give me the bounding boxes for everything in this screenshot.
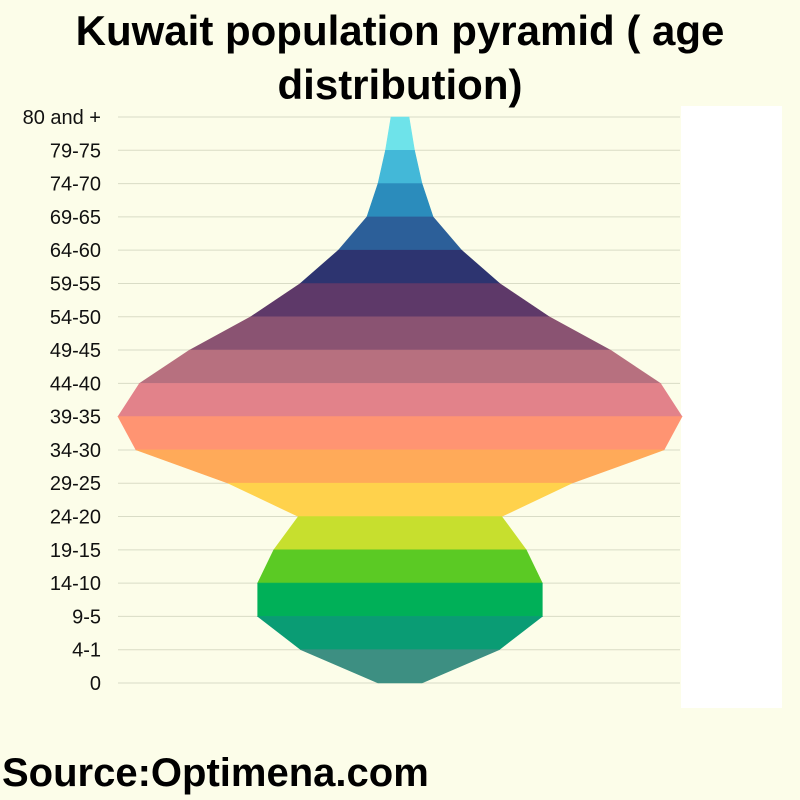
pyramid-band-16 [256, 616, 544, 651]
pyramid-band-17 [300, 649, 500, 684]
age-tick-label: 64-60 [50, 240, 101, 262]
pyramid-band-1 [385, 116, 415, 151]
pyramid-band-10 [117, 416, 683, 451]
age-tick-label: 0 [90, 673, 101, 695]
age-tick-label: 24-20 [50, 507, 101, 529]
pyramid-bands [117, 116, 683, 684]
age-tick-label: 19-15 [50, 540, 101, 562]
pyramid-band-5 [299, 249, 501, 284]
age-tick-label: 59-55 [50, 273, 101, 295]
age-tick-label: 39-35 [50, 407, 101, 429]
pyramid-band-13 [273, 516, 527, 551]
age-tick-label: 44-40 [50, 373, 101, 395]
pyramid-band-4 [337, 216, 463, 251]
age-tick-label: 49-45 [50, 340, 101, 362]
pyramid-band-6 [249, 283, 551, 318]
age-tick-label: 80 and + [23, 107, 101, 129]
age-tick-label: 29-25 [50, 473, 101, 495]
age-tick-labels: 80 and + 79-75 74-70 69-65 64-60 59-55 54-50 49… [23, 107, 101, 695]
pyramid-band-3 [366, 183, 434, 218]
pyramid-band-12 [228, 482, 572, 517]
source-credit: Source:Optimena.com [2, 751, 429, 795]
pyramid-band-2 [377, 150, 423, 184]
age-tick-label: 14-10 [50, 573, 101, 595]
white-panel [681, 106, 782, 708]
age-tick-label: 74-70 [50, 174, 101, 196]
age-tick-label: 9-5 [72, 606, 101, 628]
age-tick-label: 34-30 [50, 440, 101, 462]
age-tick-label: 4-1 [72, 640, 101, 662]
age-tick-label: 54-50 [50, 307, 101, 329]
pyramid-band-15 [257, 582, 543, 617]
pyramid-band-8 [138, 349, 662, 384]
age-tick-label: 69-65 [50, 207, 101, 229]
pyramid-band-7 [189, 316, 611, 351]
chart-title: Kuwait population pyramid ( age distribu… [75, 7, 725, 108]
pyramid-band-9 [117, 383, 683, 417]
pyramid-band-11 [135, 449, 665, 484]
pyramid-band-14 [257, 549, 543, 584]
age-tick-label: 79-75 [50, 140, 101, 162]
